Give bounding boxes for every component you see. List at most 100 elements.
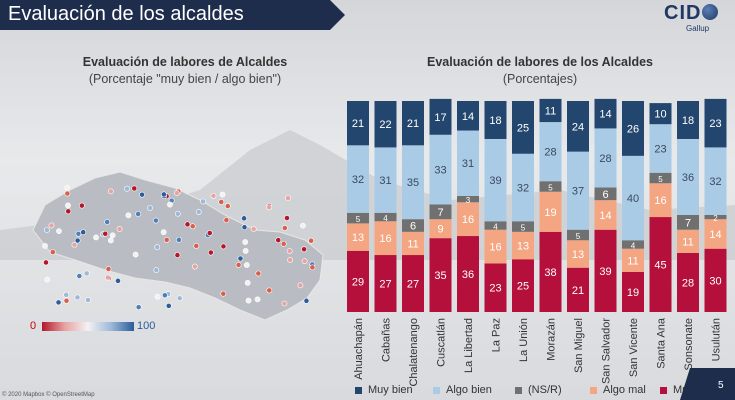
bar-value-label: 5 xyxy=(356,215,361,224)
bar-segment xyxy=(539,122,562,182)
bar-value-label: 18 xyxy=(489,115,501,127)
municipality-dot xyxy=(107,188,114,195)
bar-segment xyxy=(567,101,589,152)
bar-value-label: 23 xyxy=(489,283,501,295)
bar-value-label: 14 xyxy=(462,111,474,123)
bar-segment xyxy=(677,214,699,230)
municipality-dot xyxy=(254,296,261,303)
municipality-dot xyxy=(65,202,71,209)
cid-gallup-logo: CID Gallup xyxy=(660,2,730,36)
bar-segment xyxy=(622,248,644,272)
scale-max-label: 100 xyxy=(137,320,156,332)
bar-segment xyxy=(347,212,369,224)
bar-value-label: 19 xyxy=(627,287,639,299)
bar-value-label: 22 xyxy=(379,119,391,131)
bar-value-label: 6 xyxy=(602,189,608,201)
bar-segment xyxy=(649,103,672,125)
municipality-dot xyxy=(154,293,161,300)
bar-segment xyxy=(374,255,397,312)
bar-value-label: 39 xyxy=(599,266,611,278)
bar-value-label: 32 xyxy=(352,174,364,186)
bar-value-label: 4 xyxy=(383,214,388,223)
bar-value-label: 2 xyxy=(713,214,718,223)
municipality-dot xyxy=(49,249,56,256)
bar-segment xyxy=(429,219,452,239)
bar-value-label: 11 xyxy=(407,238,418,250)
bar-value-label: 14 xyxy=(599,109,611,121)
color-scale-bar xyxy=(42,322,134,331)
municipality-dot xyxy=(235,261,242,268)
bar-value-label: 9 xyxy=(437,224,443,236)
bar-value-label: 19 xyxy=(544,207,556,219)
municipality-dot xyxy=(280,240,287,247)
bar-value-label: 31 xyxy=(462,158,474,170)
bar-segment xyxy=(402,255,424,312)
municipality-dot xyxy=(165,302,172,309)
bar-value-label: 24 xyxy=(572,121,584,133)
municipality-dot xyxy=(107,237,114,244)
municipality-dot xyxy=(242,239,249,245)
bar-value-label: 16 xyxy=(654,195,666,207)
municipality-dot xyxy=(76,273,83,279)
bar-segment xyxy=(677,229,699,253)
bar-value-label: 32 xyxy=(709,176,721,188)
legend-swatch xyxy=(433,386,440,394)
category-tick-label: San Miguel xyxy=(573,318,585,373)
category-tick-label: Usulután xyxy=(711,318,723,361)
bar-segment xyxy=(567,229,589,241)
legend-label: Algo bien xyxy=(446,384,492,396)
bar-segment xyxy=(539,231,562,312)
municipality-dot xyxy=(139,191,145,198)
chart-title: Evaluación de labores de los Alcaldes xyxy=(426,55,653,69)
map-copyright: © 2020 Mapbox © OpenStreetMap xyxy=(2,392,95,398)
bar-segment xyxy=(704,147,727,215)
chart-subtitle: (Porcentajes) xyxy=(502,72,578,86)
municipality-dot xyxy=(266,204,273,211)
bar-segment xyxy=(484,138,507,222)
municipality-dot xyxy=(74,237,81,244)
municipality-dot xyxy=(301,258,308,265)
municipality-dot xyxy=(301,246,307,253)
municipality-dot xyxy=(244,279,251,286)
category-tick-label: Chalatenango xyxy=(408,318,420,387)
bar-segment xyxy=(539,181,562,192)
page-number: 5 xyxy=(718,380,724,391)
bar-segment xyxy=(677,138,699,215)
municipality-dot xyxy=(64,190,71,197)
municipality-dot xyxy=(206,230,213,236)
municipality-dot xyxy=(200,198,206,205)
legend-item: Algo bien xyxy=(433,384,492,396)
bar-segment xyxy=(539,98,562,123)
bar-value-label: 39 xyxy=(489,175,501,187)
bar-value-label: 36 xyxy=(462,269,474,281)
scale-min-label: 0 xyxy=(30,320,37,332)
bar-value-label: 10 xyxy=(654,109,666,121)
bar-segment xyxy=(649,172,672,184)
bar-segment xyxy=(512,101,534,154)
municipality-dot xyxy=(284,215,290,221)
municipality-dot xyxy=(78,202,85,209)
bar-value-label: 25 xyxy=(517,281,529,293)
bar-segment xyxy=(347,145,369,213)
municipality-dot xyxy=(63,291,70,298)
bar-segment xyxy=(402,231,424,256)
municipality-dot xyxy=(176,295,183,302)
municipality-dot xyxy=(174,252,181,258)
bar-value-label: 28 xyxy=(682,277,694,289)
bar-value-label: 31 xyxy=(379,175,391,187)
municipality-dot xyxy=(55,299,62,306)
municipality-dot xyxy=(115,277,121,284)
municipality-dot xyxy=(105,266,112,272)
bar-value-label: 40 xyxy=(627,193,639,205)
municipality-dot xyxy=(175,236,182,243)
legend-item: (NS/R) xyxy=(515,384,562,396)
municipality-dot xyxy=(220,290,227,297)
municipality-dot xyxy=(245,297,252,304)
page-number-tab xyxy=(680,368,735,400)
bar-segment xyxy=(484,101,507,139)
logo-brand: CID xyxy=(664,2,702,24)
title-bar xyxy=(0,0,345,30)
bar-value-label: 25 xyxy=(517,122,529,134)
bar-value-label: 11 xyxy=(682,236,693,248)
legend-label: Algo mal xyxy=(603,384,646,396)
